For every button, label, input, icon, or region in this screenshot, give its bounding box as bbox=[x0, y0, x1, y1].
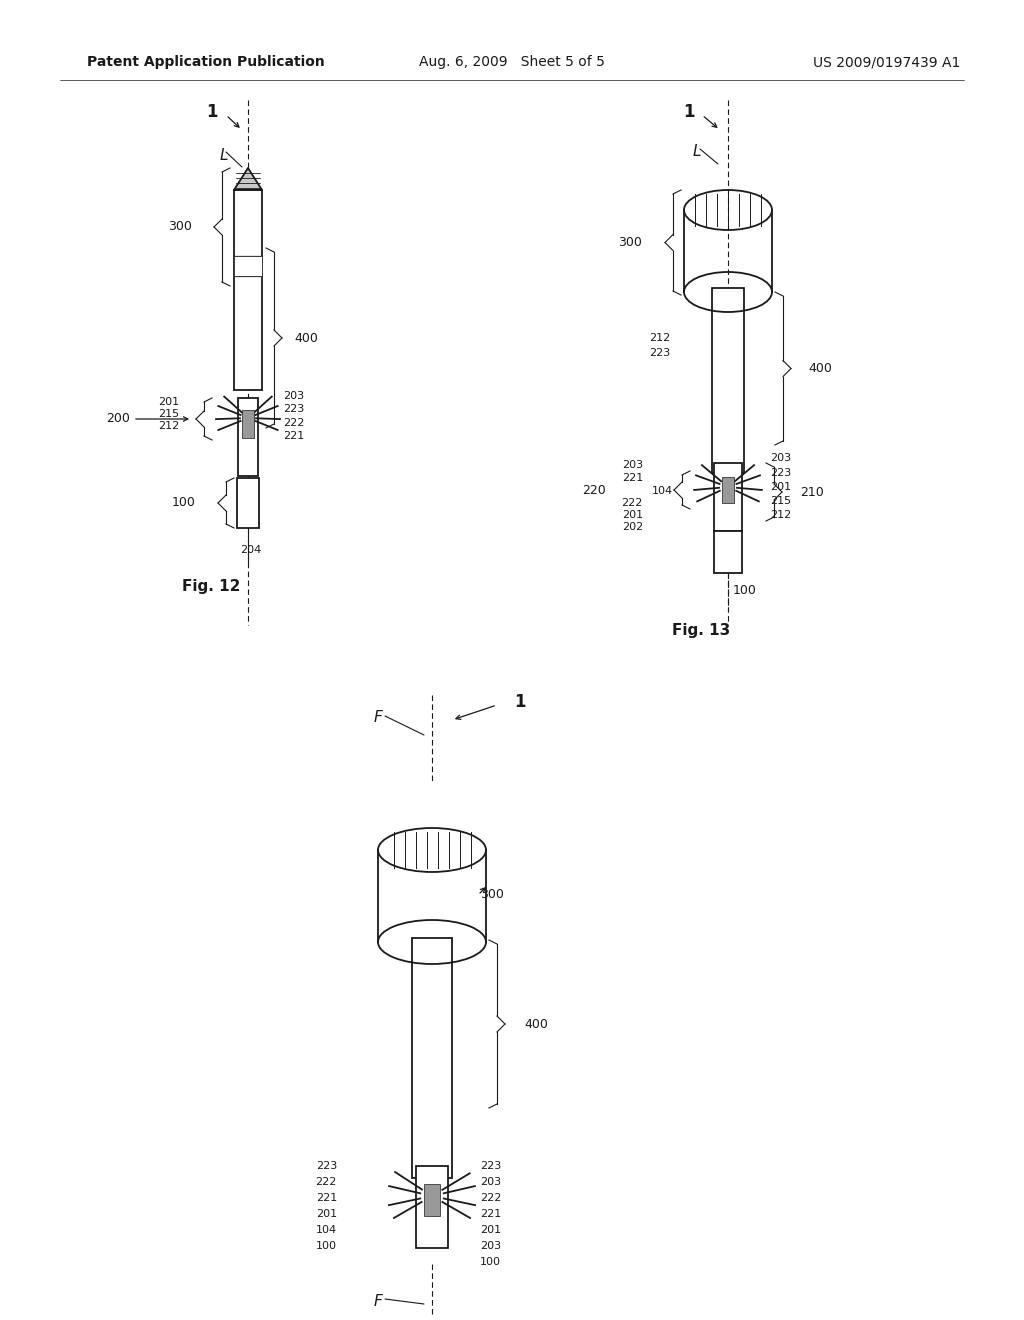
Bar bbox=[714, 531, 742, 573]
Text: 212: 212 bbox=[770, 510, 792, 520]
Bar bbox=[234, 190, 262, 389]
Text: 200: 200 bbox=[106, 412, 130, 425]
Text: 300: 300 bbox=[618, 235, 642, 248]
Text: 100: 100 bbox=[172, 496, 196, 510]
Text: 201: 201 bbox=[480, 1225, 501, 1236]
Text: 215: 215 bbox=[158, 409, 179, 418]
Text: 223: 223 bbox=[649, 348, 670, 358]
Text: 400: 400 bbox=[524, 1018, 548, 1031]
Text: 400: 400 bbox=[808, 362, 831, 375]
Text: 104: 104 bbox=[315, 1225, 337, 1236]
Bar bbox=[242, 411, 254, 438]
Text: 222: 222 bbox=[283, 418, 304, 428]
Text: 203: 203 bbox=[480, 1177, 501, 1187]
Text: 1: 1 bbox=[206, 103, 217, 121]
Text: 223: 223 bbox=[283, 404, 304, 414]
Text: F: F bbox=[374, 710, 383, 726]
Text: 220: 220 bbox=[583, 483, 606, 496]
Text: 223: 223 bbox=[770, 469, 792, 478]
Bar bbox=[712, 288, 744, 473]
Text: 400: 400 bbox=[294, 331, 317, 345]
Text: Fig. 13: Fig. 13 bbox=[672, 623, 730, 639]
Text: 212: 212 bbox=[158, 421, 179, 432]
Text: 202: 202 bbox=[622, 521, 643, 532]
Text: L: L bbox=[693, 144, 701, 160]
Text: 100: 100 bbox=[316, 1241, 337, 1251]
Text: 203: 203 bbox=[622, 459, 643, 470]
Text: 300: 300 bbox=[168, 220, 193, 234]
Text: 201: 201 bbox=[622, 510, 643, 520]
Text: 215: 215 bbox=[770, 496, 792, 506]
Bar bbox=[714, 463, 742, 531]
Polygon shape bbox=[234, 168, 262, 190]
Text: 201: 201 bbox=[158, 397, 179, 407]
Text: Patent Application Publication: Patent Application Publication bbox=[87, 55, 325, 69]
Text: 203: 203 bbox=[770, 453, 792, 463]
Text: 221: 221 bbox=[622, 473, 643, 483]
Text: 222: 222 bbox=[480, 1193, 502, 1203]
Text: 1: 1 bbox=[683, 103, 694, 121]
Text: 223: 223 bbox=[480, 1162, 502, 1171]
Bar bbox=[238, 399, 258, 477]
Text: Aug. 6, 2009   Sheet 5 of 5: Aug. 6, 2009 Sheet 5 of 5 bbox=[419, 55, 605, 69]
Bar bbox=[424, 1184, 440, 1216]
Text: 300: 300 bbox=[480, 888, 504, 902]
Text: 222: 222 bbox=[315, 1177, 337, 1187]
Text: 203: 203 bbox=[480, 1241, 501, 1251]
Text: 221: 221 bbox=[315, 1193, 337, 1203]
Text: Fig. 12: Fig. 12 bbox=[182, 578, 241, 594]
Text: US 2009/0197439 A1: US 2009/0197439 A1 bbox=[813, 55, 961, 69]
Bar bbox=[237, 478, 259, 528]
Text: L: L bbox=[220, 148, 228, 162]
Bar bbox=[412, 939, 452, 1177]
Text: 201: 201 bbox=[315, 1209, 337, 1218]
Bar bbox=[234, 256, 262, 276]
Bar bbox=[722, 477, 734, 503]
Text: 201: 201 bbox=[770, 482, 792, 492]
Text: F: F bbox=[374, 1294, 383, 1308]
Text: 222: 222 bbox=[622, 498, 643, 508]
Text: 212: 212 bbox=[649, 333, 670, 343]
Bar bbox=[416, 1166, 449, 1247]
Text: 104: 104 bbox=[652, 486, 673, 496]
Text: 204: 204 bbox=[240, 545, 261, 554]
Text: 221: 221 bbox=[480, 1209, 502, 1218]
Text: 1: 1 bbox=[514, 693, 525, 711]
Text: 203: 203 bbox=[283, 391, 304, 401]
Text: 100: 100 bbox=[733, 585, 757, 598]
Text: 210: 210 bbox=[800, 486, 823, 499]
Text: 223: 223 bbox=[315, 1162, 337, 1171]
Text: 100: 100 bbox=[480, 1257, 501, 1267]
Text: 221: 221 bbox=[283, 432, 304, 441]
